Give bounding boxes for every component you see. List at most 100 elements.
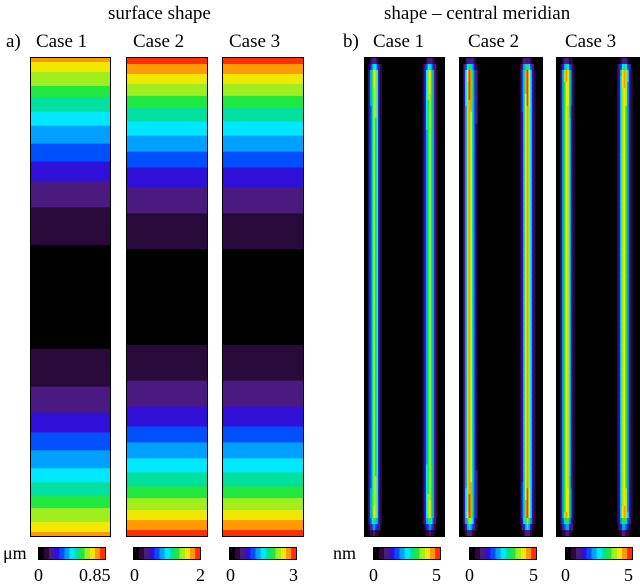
meridian-contour-cell: [567, 225, 570, 232]
meridian-contour-cell: [430, 506, 434, 513]
meridian-contour-cell: [432, 153, 435, 161]
meridian-contour-cell: [572, 476, 575, 483]
meridian-contour-cell: [425, 117, 429, 125]
meridian-contour-cell: [621, 530, 625, 536]
meridian-contour-cell: [435, 291, 439, 298]
meridian-contour-cell: [562, 261, 565, 268]
meridian-contour-cell: [429, 464, 432, 471]
meridian-contour-cell: [475, 422, 478, 430]
surface-contour-band: [127, 402, 207, 406]
meridian-contour-cell: [570, 285, 573, 292]
meridian-contour-cell: [430, 231, 434, 238]
meridian-contour-cell: [616, 297, 620, 304]
surface-contour-band: [31, 524, 110, 527]
meridian-contour-cell: [373, 93, 376, 101]
meridian-contour-cell: [471, 58, 475, 65]
meridian-contour-cell: [468, 75, 471, 83]
meridian-contour-cell: [521, 362, 524, 370]
meridian-contour-cell: [623, 452, 626, 459]
surface-contour-band: [31, 169, 110, 173]
meridian-contour-cell: [560, 314, 563, 322]
meridian-contour-cell: [369, 338, 373, 346]
meridian-contour-cell: [373, 302, 376, 310]
meridian-contour-cell: [465, 93, 468, 101]
meridian-contour-cell: [628, 374, 632, 382]
meridian-contour-cell: [621, 261, 625, 268]
meridian-contour-cell: [528, 153, 531, 161]
meridian-contour-cell: [432, 243, 435, 250]
meridian-contour-cell: [371, 285, 374, 292]
meridian-contour-cell: [471, 123, 475, 131]
surface-contour-band: [223, 183, 303, 187]
meridian-contour-cell: [519, 135, 523, 143]
surface-contour-band: [127, 532, 207, 535]
meridian-contour-cell: [373, 512, 376, 519]
meridian-contour-cell: [368, 422, 371, 430]
left-case-1-surface-svg: [31, 58, 110, 536]
meridian-contour-cell: [424, 201, 427, 208]
surface-contour-band: [127, 428, 207, 432]
meridian-contour-cell: [568, 105, 572, 113]
meridian-contour-cell: [524, 356, 528, 364]
meridian-contour-cell: [630, 410, 633, 418]
meridian-contour-cell: [621, 249, 625, 256]
meridian-contour-cell: [562, 476, 565, 483]
meridian-contour-cell: [627, 476, 630, 483]
meridian-contour-cell: [432, 362, 435, 370]
surface-contour-band: [127, 163, 207, 167]
meridian-contour-cell: [379, 297, 383, 304]
meridian-contour-cell: [429, 302, 432, 310]
meridian-contour-cell: [368, 171, 371, 179]
meridian-contour-cell: [432, 470, 435, 477]
meridian-contour-cell: [425, 261, 429, 268]
meridian-contour-cell: [519, 189, 523, 197]
meridian-contour-cell: [521, 458, 524, 465]
meridian-contour-cell: [526, 356, 529, 364]
meridian-contour-cell: [531, 332, 535, 340]
meridian-contour-cell: [425, 356, 429, 364]
meridian-contour-cell: [463, 195, 466, 202]
meridian-contour-cell: [369, 183, 373, 191]
surface-contour-band: [127, 103, 207, 107]
meridian-contour-cell: [376, 464, 379, 471]
meridian-contour-cell: [427, 267, 430, 274]
meridian-contour-cell: [560, 404, 563, 412]
meridian-contour-cell: [468, 87, 471, 95]
meridian-contour-cell: [568, 165, 572, 173]
meridian-contour-cell: [627, 87, 630, 95]
meridian-contour-cell: [424, 93, 427, 101]
surface-contour-band: [223, 185, 303, 189]
meridian-contour-cell: [371, 344, 374, 352]
surface-contour-band: [31, 314, 110, 318]
meridian-contour-cell: [625, 314, 628, 322]
surface-contour-band: [31, 394, 110, 398]
meridian-contour-cell: [471, 320, 475, 328]
meridian-contour-cell: [473, 374, 476, 382]
surface-contour-band: [223, 372, 303, 376]
meridian-contour-cell: [434, 500, 437, 507]
surface-contour-band: [31, 145, 110, 149]
meridian-contour-cell: [562, 195, 565, 202]
surface-contour-band: [31, 133, 110, 137]
meridian-contour-cell: [563, 291, 567, 298]
surface-contour-band: [31, 171, 110, 175]
meridian-contour-cell: [531, 326, 535, 334]
surface-contour-band: [127, 340, 207, 344]
meridian-contour-cell: [618, 320, 621, 328]
meridian-contour-cell: [533, 518, 536, 525]
meridian-contour-cell: [533, 356, 536, 364]
meridian-contour-cell: [378, 189, 381, 197]
meridian-contour-cell: [373, 87, 376, 95]
meridian-contour-cell: [424, 99, 427, 107]
meridian-contour-cell: [435, 297, 439, 304]
meridian-contour-cell: [369, 512, 373, 519]
meridian-contour-cell: [531, 63, 535, 71]
surface-contour-band: [127, 312, 207, 316]
meridian-contour-cell: [379, 81, 383, 89]
meridian-contour-cell: [565, 129, 568, 137]
meridian-contour-cell: [432, 213, 435, 220]
meridian-contour-cell: [531, 506, 535, 513]
surface-contour-band: [223, 117, 303, 121]
meridian-contour-cell: [616, 368, 620, 376]
surface-contour-band: [223, 456, 303, 459]
